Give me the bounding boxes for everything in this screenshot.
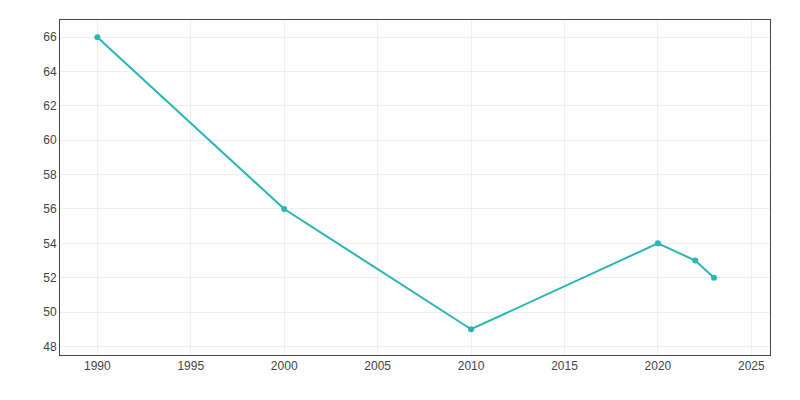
svg-text:54: 54 (43, 237, 57, 251)
svg-text:2000: 2000 (271, 359, 298, 373)
svg-text:2010: 2010 (458, 359, 485, 373)
svg-text:58: 58 (43, 168, 57, 182)
svg-text:2025: 2025 (738, 359, 765, 373)
svg-text:60: 60 (43, 133, 57, 147)
svg-text:52: 52 (43, 271, 57, 285)
svg-text:56: 56 (43, 202, 57, 216)
svg-text:2020: 2020 (645, 359, 672, 373)
svg-text:64: 64 (43, 65, 57, 79)
svg-text:50: 50 (43, 305, 57, 319)
svg-text:2015: 2015 (551, 359, 578, 373)
svg-text:2005: 2005 (364, 359, 391, 373)
svg-text:66: 66 (43, 30, 57, 44)
svg-text:62: 62 (43, 99, 57, 113)
svg-text:1995: 1995 (177, 359, 204, 373)
svg-text:1990: 1990 (84, 359, 111, 373)
svg-text:48: 48 (43, 340, 57, 354)
